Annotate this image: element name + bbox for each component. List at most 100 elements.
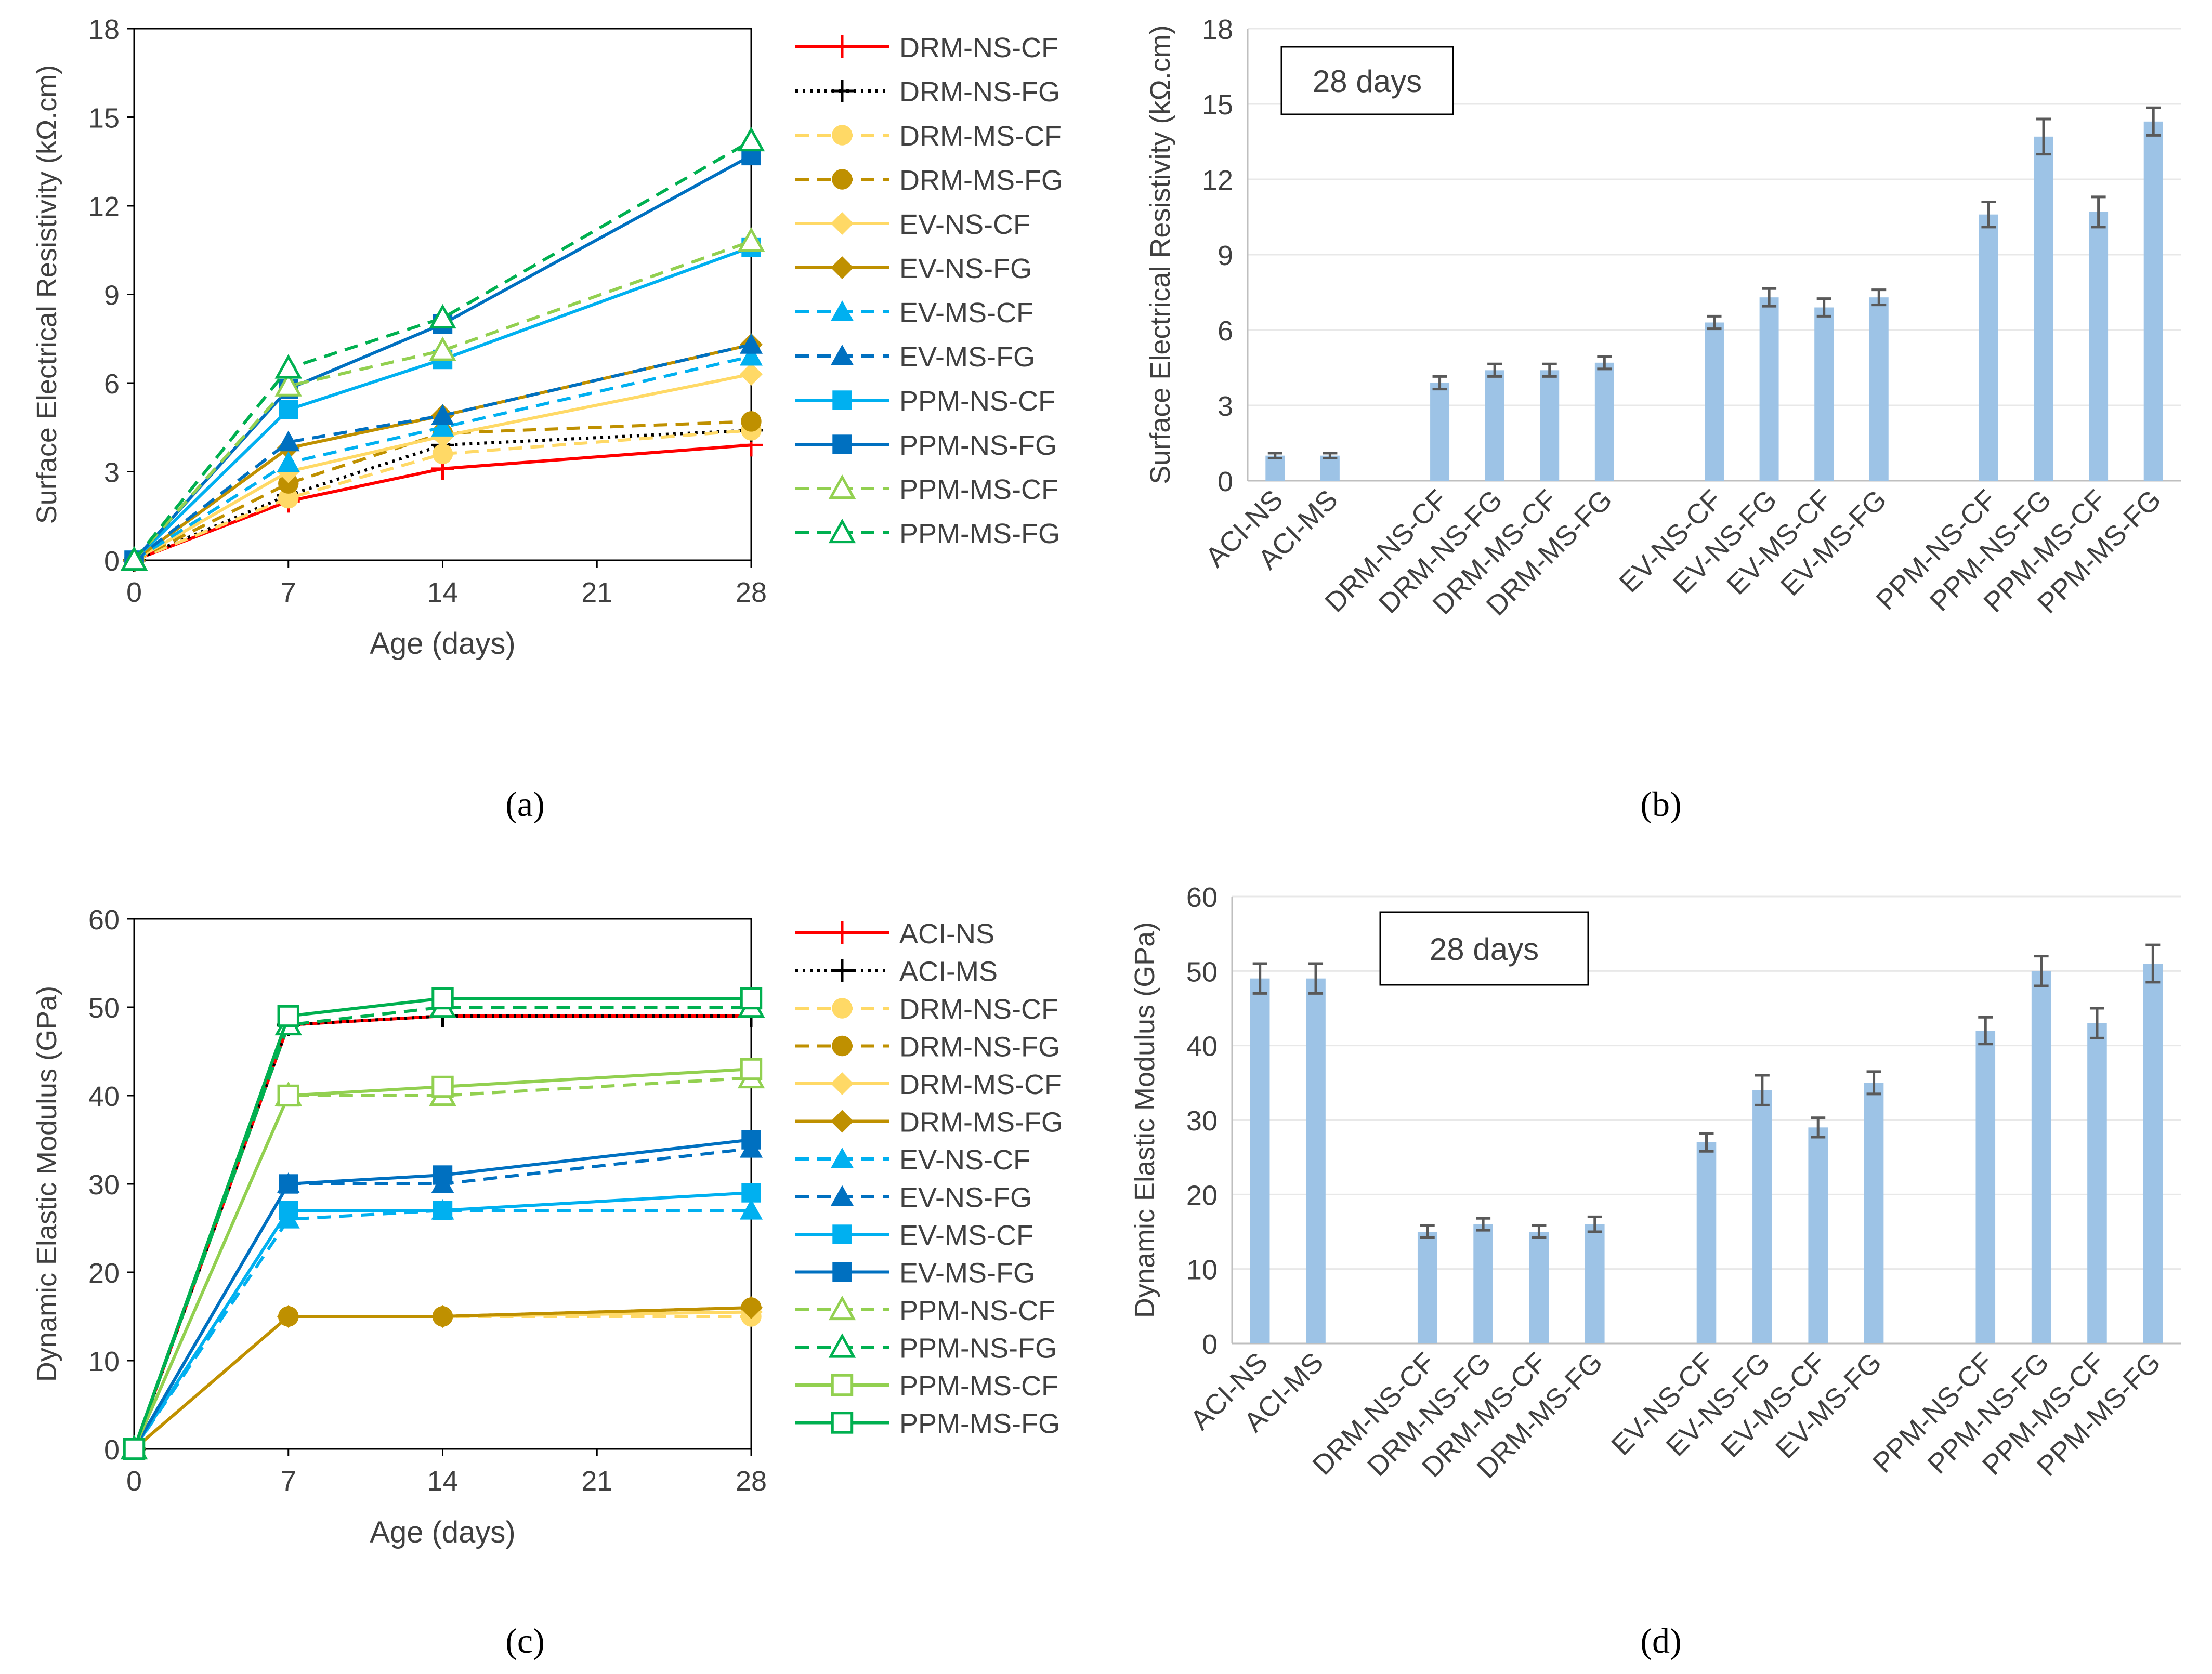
bar [1540, 370, 1560, 481]
legend-marker [831, 80, 854, 102]
legend-entry: EV-MS-FG [795, 1258, 1035, 1289]
error-bar [1811, 1116, 1826, 1139]
legend-entry: DRM-MS-FG [795, 165, 1063, 196]
y-tick-label: 10 [88, 1346, 120, 1377]
bar [1696, 1142, 1717, 1343]
error-bar-whisker [1308, 962, 1324, 995]
x-tick-label: 0 [126, 1466, 142, 1497]
error-bar-whisker [1981, 201, 1996, 229]
legend-marker [831, 1110, 854, 1133]
legend-entry: EV-NS-FG [795, 1182, 1032, 1214]
series-EV-MS-FG [124, 1130, 761, 1459]
legend-marker [831, 1412, 854, 1434]
error-bar-whisker [1866, 1070, 1881, 1096]
error-bar-whisker [1252, 962, 1267, 995]
bar [1265, 455, 1285, 481]
y-tick-label: 6 [104, 368, 120, 400]
legend-entry: PPM-NS-CF [795, 1295, 1055, 1326]
legend-marker [831, 345, 854, 365]
error-bar [1587, 1215, 1602, 1233]
data-point-marker [429, 304, 456, 329]
bar [1864, 1083, 1884, 1343]
series-PPM-NS-FG [120, 993, 765, 1460]
legend-entry: DRM-NS-FG [795, 1032, 1060, 1063]
legend-label: PPM-NS-FG [899, 1333, 1057, 1364]
series-line [133, 997, 751, 1450]
legend-marker [828, 474, 856, 499]
legend-entry: DRM-NS-CF [795, 994, 1058, 1025]
legend-label: DRM-MS-CF [899, 1069, 1062, 1100]
data-point-marker [740, 362, 763, 386]
y-axis-label: Surface Electrical Resistivity (kΩ.cm) [1145, 25, 1176, 484]
series-PPM-MS-FG [123, 987, 763, 1460]
y-tick-label: 0 [104, 546, 120, 577]
error-bar [2145, 943, 2161, 984]
legend-label: DRM-NS-FG [899, 1032, 1060, 1063]
error-bar [1323, 452, 1338, 459]
error-bar-whisker [1487, 362, 1502, 378]
legend-label: ACI-NS [899, 918, 994, 950]
legend-marker [831, 1072, 854, 1095]
y-tick-label: 40 [88, 1081, 120, 1112]
error-bar-whisker [1816, 297, 1831, 318]
error-bar [1432, 375, 1447, 391]
legend-marker [831, 212, 854, 235]
legend-marker [832, 434, 852, 454]
bar [2143, 121, 2163, 481]
bar [1485, 370, 1504, 481]
series-PPM-MS-FG [120, 126, 765, 571]
data-point-marker [123, 1438, 146, 1460]
y-tick-label: 0 [1218, 466, 1233, 497]
series-line [133, 1076, 752, 1450]
y-tick-label: 0 [1202, 1329, 1218, 1360]
error-bar [2146, 106, 2161, 137]
legend-label: PPM-MS-FG [899, 518, 1060, 549]
y-tick-label: 12 [1202, 165, 1233, 196]
series-line [133, 354, 752, 562]
data-point-marker [431, 1305, 454, 1328]
y-tick-label: 20 [88, 1258, 120, 1289]
bar [1320, 455, 1340, 481]
legend-entry: PPM-NS-FG [795, 1333, 1057, 1364]
y-tick-label: 18 [1202, 14, 1233, 45]
error-bar-whisker [1978, 1016, 1993, 1046]
legend-entry: DRM-MS-CF [795, 1069, 1062, 1100]
error-bar-whisker [1597, 355, 1612, 371]
error-bar [1755, 1074, 1770, 1106]
legend-label: EV-MS-CF [899, 297, 1033, 328]
legend-entry: PPM-MS-FG [795, 1408, 1060, 1440]
bar [1975, 1031, 1996, 1343]
error-bar [1532, 1224, 1547, 1239]
error-bar [1707, 314, 1722, 331]
series-line [133, 373, 752, 562]
legend-marker [828, 518, 856, 544]
legend-entry: EV-NS-CF [795, 1144, 1030, 1176]
x-tick-label: 14 [427, 577, 458, 608]
bar [2034, 136, 2053, 481]
y-tick-label: 10 [1186, 1255, 1218, 1286]
panel-caption: (c) [505, 1621, 544, 1660]
data-point-marker [277, 1305, 300, 1328]
bar [2089, 212, 2109, 481]
data-point-marker [431, 416, 454, 437]
y-tick-label: 9 [104, 280, 120, 311]
series-PPM-NS-CF [120, 1063, 765, 1460]
series-line [133, 1138, 752, 1450]
error-bar [1981, 201, 1996, 229]
series-line [133, 1306, 752, 1451]
legend-label: DRM-NS-CF [899, 994, 1058, 1025]
error-bar-whisker [1476, 1217, 1491, 1232]
legend-marker [831, 300, 854, 321]
legend-marker [828, 1295, 856, 1321]
y-tick-label: 30 [88, 1169, 120, 1201]
data-point-marker [433, 1201, 453, 1220]
bar [1585, 1224, 1605, 1343]
error-bar [1308, 962, 1324, 995]
x-axis-label: Age (days) [370, 1515, 515, 1549]
line-chart-a: 0 3 6 9 12 15 18 0 7 14 21 28 Age (days) Surface Elec… [31, 14, 1063, 661]
legend-label: DRM-MS-FG [899, 1107, 1063, 1138]
error-bar [1487, 362, 1502, 378]
bar [1306, 978, 1326, 1343]
series-PPM-MS-CF [123, 1058, 763, 1460]
bar [1979, 214, 1998, 481]
